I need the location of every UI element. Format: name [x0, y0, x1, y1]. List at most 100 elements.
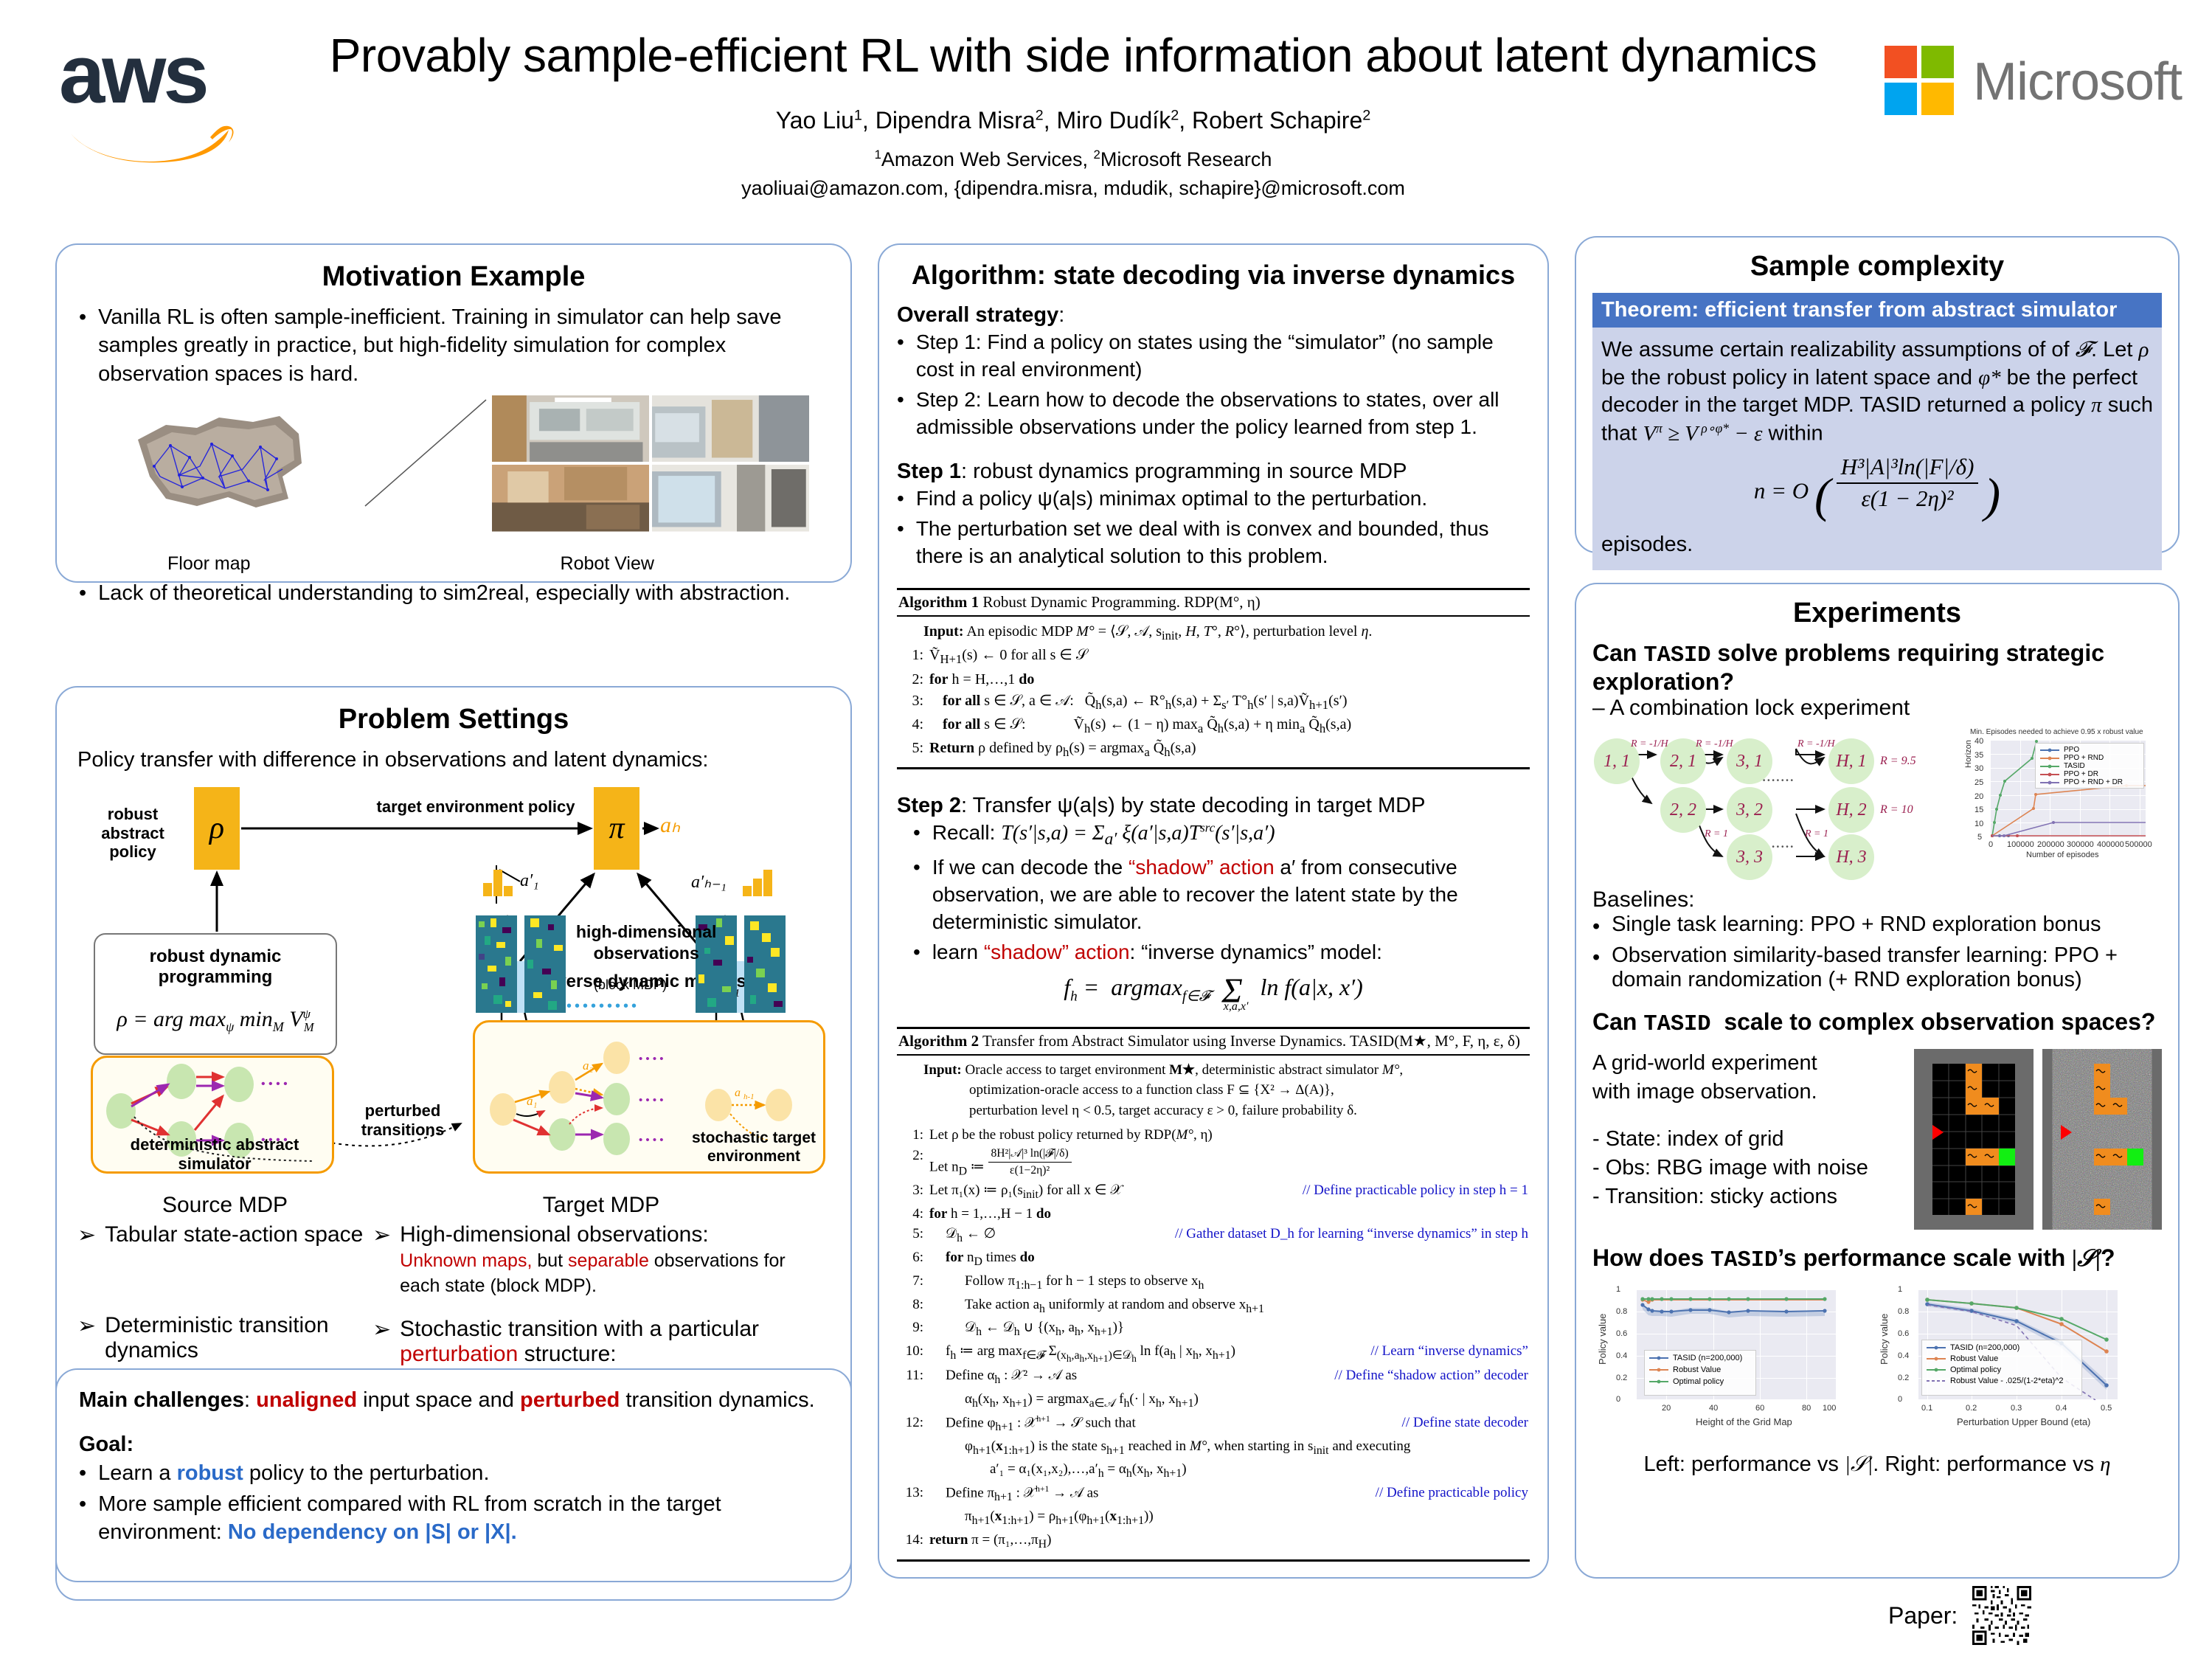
figure-caption: Left: performance vs |𝒮|. Right: perform… — [1643, 1452, 2111, 1477]
ytick-0.0: 0 — [1898, 1395, 1903, 1405]
legend-item-tasid: TASID (n=200,000) — [1927, 1343, 2077, 1352]
microsoft-wordmark: Microsoft — [1973, 52, 2182, 111]
algorithm-2-line-12c: a′₁ = α₁(x₁,x₂),…,a′h = αh(xh, xh+1) — [990, 1461, 1187, 1480]
aws-smile-icon — [68, 120, 234, 166]
algorithm-2-line-12b: φh+1(x1:h+1) is the state sh+1 reached i… — [965, 1438, 1411, 1457]
ytick-0.8: 0.8 — [1616, 1307, 1628, 1317]
algorithm-2-line-12: 12: Define φh+1 : 𝒳h+1 → 𝒮 such that// De… — [905, 1413, 1528, 1433]
robot-view-2 — [652, 395, 809, 463]
experiment-question-3: How does TASID’s performance scale with … — [1592, 1244, 2115, 1274]
lock-node-3-2: 3, 2 — [1727, 787, 1772, 833]
algorithm-1-line-4: 4: for all s ∈ 𝒮: Ṽh(s) ← (1 − η) maxa Q̃… — [912, 716, 1352, 735]
ytick-10: 10 — [1974, 820, 1984, 828]
algorithm-2-line-7: 7: Follow π1:h−1 for h − 1 steps to obser… — [912, 1272, 1204, 1292]
svg-text:• • • •: • • • • — [261, 1078, 288, 1090]
robust-dp-box: robust dynamic programming ρ = arg maxψ … — [94, 933, 337, 1056]
algorithm-1-body: Input:Input: An episodic MDP M° = ⟨S, A,… — [897, 617, 1530, 767]
label-a-h: aₕ — [660, 813, 681, 838]
legend-item-ppo-dr: PPO + DR — [2040, 770, 2139, 778]
ytick-0.4: 0.4 — [1898, 1351, 1910, 1361]
xtick-40: 40 — [1709, 1404, 1719, 1413]
microsoft-squares-icon — [1885, 46, 1955, 117]
legend-item-optimal-policy: Optimal policy — [1649, 1377, 1751, 1386]
qr-code-icon[interactable] — [1972, 1586, 2032, 1645]
svg-text:• • • •: • • • • — [639, 1094, 664, 1106]
action-distribution-icon-2 — [743, 870, 772, 897]
ytick-1.0: 1 — [1616, 1285, 1621, 1295]
target-mdp-item-1: ➢ Stochastic transition with a particula… — [372, 1317, 760, 1367]
sample-complexity-panel: Sample complexity Theorem: efficient tra… — [1575, 236, 2180, 571]
algorithm-1-line-2: 2: for h = H,…,1 do — [912, 671, 1035, 688]
label-robust-abstract-policy: robust abstract policy — [101, 805, 164, 861]
bullet-dot-icon: • — [913, 855, 920, 879]
ytick-0.6: 0.6 — [1898, 1329, 1910, 1339]
chart-episodes-title: Min. Episodes needed to achieve 0.95 x r… — [1970, 728, 2143, 736]
pi-box: π — [594, 787, 639, 870]
arrow-bullet-icon: ➢ — [77, 1223, 97, 1248]
algorithm-2-line-8: 8: Take action ah uniformly at random and… — [912, 1296, 1264, 1315]
xtick-100: 100 — [1823, 1404, 1837, 1413]
xtick-0.2: 0.2 — [1966, 1404, 1977, 1413]
svg-text:a: a — [735, 1087, 741, 1099]
chart-episodes-legend: PPO PPO + RND TASID PPO + DR PPO + RND +… — [2035, 743, 2144, 789]
svg-text:h-1: h-1 — [743, 1092, 755, 1101]
chart-eta-wrapper: TASID (n=200,000) Robust Value Optimal p… — [1874, 1282, 2132, 1448]
xtick-100000: 100000 — [2007, 840, 2034, 849]
gridworld-line-1: A grid-world experiment — [1592, 1051, 1817, 1076]
algorithm-2-input-2: optimization-oracle access to a function… — [969, 1082, 1334, 1098]
source-mdp-column: Source MDP ➢ Tabular state-action space … — [77, 1193, 372, 1433]
algorithm-1-header: Algorithm 1 Robust Dynamic Programming. … — [897, 590, 1530, 617]
bullet-dot-icon: • — [79, 1492, 87, 1516]
lock-node-3-1: 3, 1 — [1727, 738, 1772, 784]
step1-label: Step 1: robust dynamics programming in s… — [897, 460, 1407, 484]
microsoft-logo: Microsoft — [1885, 46, 2182, 120]
motivation-panel: Motivation Example • Vanilla RL is often… — [55, 243, 852, 605]
theorem-body: We assume certain realizability assumpti… — [1592, 328, 2162, 571]
observation-heatmap-4 — [744, 915, 786, 1014]
source-mdp-item-1: ➢ Deterministic transition dynamics — [77, 1313, 329, 1363]
page-title: Provably sample-efficient RL with side i… — [329, 29, 1817, 82]
motivation-bullet-2-text: Lack of theoretical understanding to sim… — [98, 581, 791, 605]
algorithm-2-input-3: perturbation level η < 0.5, target accur… — [969, 1102, 1357, 1118]
robot-view-images — [492, 395, 809, 532]
source-mdp-item-0: ➢ Tabular state-action space — [77, 1222, 364, 1248]
svg-text:• • • •: • • • • — [639, 1053, 664, 1065]
chart-episodes-ylabel: Horizon — [1964, 740, 1973, 768]
motivation-bullet-2: • Lack of theoretical understanding to s… — [79, 579, 828, 607]
caption-robot-view: Robot View — [560, 553, 654, 574]
ytick-25: 25 — [1974, 778, 1984, 787]
target-mdp-graph: • • • • • • • • • • • • a₁ a₂ a h-1 — [490, 1042, 792, 1156]
label-ah-1-prime: a′ₕ₋₁ — [691, 873, 727, 893]
source-mdp-graph: • • • • • • • • — [106, 1064, 315, 1163]
robot-view-1 — [492, 395, 649, 463]
affiliation-line: 1Amazon Web Services, 2Microsoft Researc… — [874, 148, 1272, 170]
algorithm-2-line-5: 5: 𝒟h ← ∅// Gather dataset D_h for learni… — [912, 1226, 1528, 1245]
ytick-15: 15 — [1974, 806, 1984, 814]
arrow-bullet-icon: ➢ — [372, 1223, 392, 1248]
algorithm-panel: Algorithm: state decoding via inverse dy… — [878, 243, 1549, 1579]
source-mdp-box: • • • • • • • • deterministic abstract s… — [91, 1056, 334, 1174]
step2-item-learn: • learn “shadow” action: “inverse dynami… — [897, 939, 1530, 966]
gridworld-text-block: A grid-world experiment with image obser… — [1592, 1049, 1914, 1230]
step1-item-1: • The perturbation set we deal with is c… — [897, 516, 1530, 570]
ytick-40: 40 — [1974, 737, 1984, 746]
xtick-500000: 500000 — [2125, 840, 2152, 849]
rho-equation: ρ = arg maxψ minM VψM — [117, 1007, 314, 1035]
legend-item-robust-value-adj: Robust Value - .025/(1-2*eta)^2 — [1927, 1376, 2064, 1386]
legend-item-tasid: TASID (n=200,000) — [1649, 1354, 1751, 1362]
label-robust-dp: robust dynamic programming — [149, 946, 282, 988]
gridworld-item-2: - Transition: sticky actions — [1592, 1184, 1837, 1208]
algorithm-2-line-13: 13: Define πh+1 : 𝒳h+1 → 𝒜 as// Define pr… — [905, 1484, 1528, 1504]
target-mdp-box: • • • • • • • • • • • • a₁ a₂ a h-1 stoc… — [473, 1020, 825, 1174]
source-mdp-heading: Source MDP — [162, 1193, 288, 1218]
lock-node-H-1: H, 1 — [1828, 738, 1874, 784]
overall-strategy-label: Overall strategy: — [897, 303, 1065, 327]
ytick-1.0: 1 — [1898, 1285, 1903, 1295]
bullet-dot-icon: • — [1592, 915, 1601, 938]
xtick-20: 20 — [1662, 1404, 1671, 1413]
lock-reward-95: R = 9.5 — [1880, 755, 1916, 767]
bullet-dot-icon: • — [897, 330, 904, 354]
xtick-0: 0 — [1989, 840, 1994, 849]
ytick-0.6: 0.6 — [1616, 1329, 1628, 1339]
experiments-title: Experiments — [1792, 598, 1962, 628]
